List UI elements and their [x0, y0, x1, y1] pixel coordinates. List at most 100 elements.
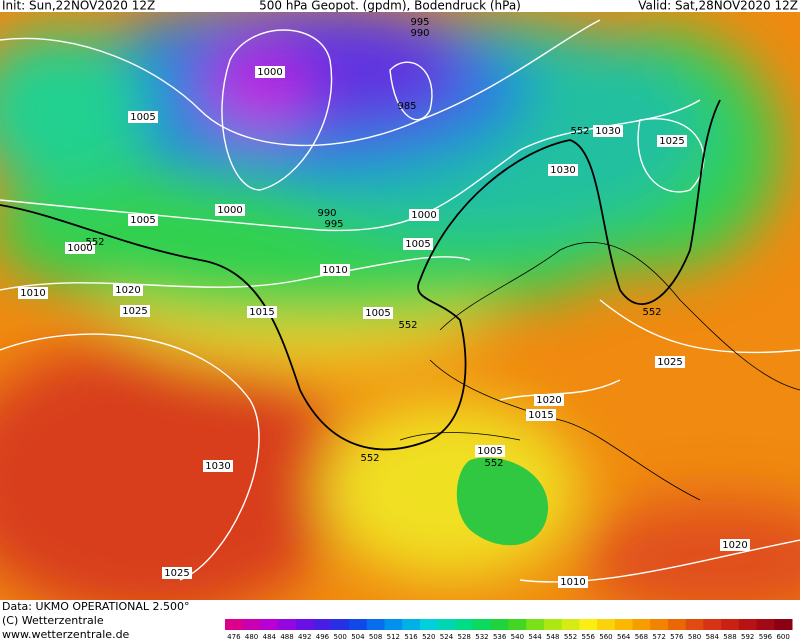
colorbar-swatch: [508, 619, 527, 630]
colorbar-swatch: [561, 619, 580, 630]
contour-label-box: [247, 306, 277, 318]
colorbar-swatch: [667, 619, 687, 630]
colorbar-label: 572: [652, 633, 665, 641]
contour-label: 990: [317, 208, 336, 219]
isobar: [599, 299, 800, 354]
colorbar-swatch: [473, 619, 492, 630]
colorbar-swatch: [685, 619, 704, 630]
data-source: Data: UKMO OPERATIONAL 2.500°: [2, 600, 189, 613]
contour-label: 1005: [130, 112, 155, 123]
copyright: (C) Wetterzentrale: [2, 614, 104, 627]
colorbar-swatch: [242, 619, 261, 630]
contour-label-box: [526, 409, 556, 421]
colorbar-label: 544: [528, 633, 542, 641]
colorbar-swatch: [632, 619, 651, 630]
contour-label-box: [657, 135, 687, 147]
isobar: [499, 379, 621, 401]
colorbar-swatch: [313, 619, 332, 630]
colorbar-label: 532: [475, 633, 488, 641]
contour-label: 995: [324, 219, 343, 230]
contour-label: 1020: [722, 540, 747, 551]
colorbar-label: 536: [493, 633, 507, 641]
colorbar-label: 548: [546, 633, 559, 641]
colorbar-swatch: [437, 619, 456, 630]
init-time: Init: Sun,22NOV2020 12Z: [2, 0, 155, 13]
contour-label: 985: [397, 101, 416, 112]
colorbar-swatch: [738, 619, 758, 630]
colorbar-swatch: [526, 619, 545, 630]
colorbar-swatch: [260, 619, 279, 630]
colorbar-swatch: [597, 619, 616, 630]
contour-label: 1015: [249, 307, 274, 318]
contour-label: 1005: [130, 215, 155, 226]
contour-label-box: [120, 305, 150, 317]
colorbar-label: 564: [617, 633, 631, 641]
colorbar-label: 540: [511, 633, 524, 641]
isobar: [0, 19, 601, 147]
contour-label-box: [534, 394, 564, 406]
contour-label: 1020: [115, 285, 140, 296]
contour-label-box: [558, 576, 588, 588]
contour-label: 552: [642, 307, 661, 318]
green-cell: [456, 457, 549, 546]
contour-label: 1030: [205, 461, 230, 472]
colorbar-label: 584: [706, 633, 720, 641]
colorbar-label: 588: [723, 633, 736, 641]
contour-label: 552: [484, 458, 503, 469]
contour-label-box: [203, 460, 233, 472]
colorbar-label: 520: [422, 633, 435, 641]
contour-label-box: [255, 66, 285, 78]
colorbar-label: 596: [759, 633, 773, 641]
contour-label-box: [720, 539, 750, 551]
website: www.wetterzentrale.de: [2, 628, 130, 641]
contour-label-box: [655, 356, 685, 368]
colorbar-swatch: [366, 619, 385, 630]
contour-label-box: [363, 307, 393, 319]
colorbar-swatch: [756, 619, 775, 630]
colorbar-swatch: [774, 619, 793, 630]
colorbar-swatch: [384, 619, 403, 630]
isobar: [519, 539, 800, 583]
contour-label-box: [593, 125, 623, 137]
contour-label-box: [113, 284, 143, 296]
colorbar-label: 568: [635, 633, 648, 641]
contour-label: 1015: [528, 410, 553, 421]
isobar: [0, 256, 471, 291]
colorbar-swatch: [278, 619, 297, 630]
contour-label: 1000: [217, 205, 242, 216]
colorbar-swatch: [650, 619, 669, 630]
isobar: [637, 118, 705, 193]
contour-label-box: [18, 287, 48, 299]
contour-label: 552: [85, 237, 104, 248]
colorbar-label: 576: [670, 633, 684, 641]
colorbar-label: 508: [369, 633, 382, 641]
colorbar-swatch: [331, 619, 350, 630]
colorbar-label: 580: [688, 633, 701, 641]
contour-label: 1010: [20, 288, 45, 299]
map: [0, 12, 800, 600]
colorbar-swatch: [490, 619, 509, 630]
contour-label-box: [409, 209, 439, 221]
contour-label-box: [403, 238, 433, 250]
contour-label-box: [128, 111, 158, 123]
colorbar-label: 492: [298, 633, 311, 641]
map-title: 500 hPa Geopot. (gpdm), Bodendruck (hPa): [259, 0, 521, 13]
contour-label: 1000: [411, 210, 436, 221]
colorbar-label: 512: [387, 633, 400, 641]
valid-time: Valid: Sat,28NOV2020 12Z: [638, 0, 798, 13]
colorbar-label: 496: [316, 633, 330, 641]
colorbar-label: 524: [440, 633, 454, 641]
contour-label: 1010: [322, 265, 347, 276]
contour-label: 1020: [536, 395, 561, 406]
contour-label: 552: [398, 320, 417, 331]
contour-label: 1005: [405, 239, 430, 250]
colorbar-swatch: [703, 619, 722, 630]
contour-552: [0, 99, 721, 451]
colorbar-label: 552: [564, 633, 577, 641]
contour-label-box: [215, 204, 245, 216]
colorbar-label: 504: [351, 633, 365, 641]
isobar: [389, 61, 433, 121]
colorbar-swatch: [295, 619, 315, 630]
